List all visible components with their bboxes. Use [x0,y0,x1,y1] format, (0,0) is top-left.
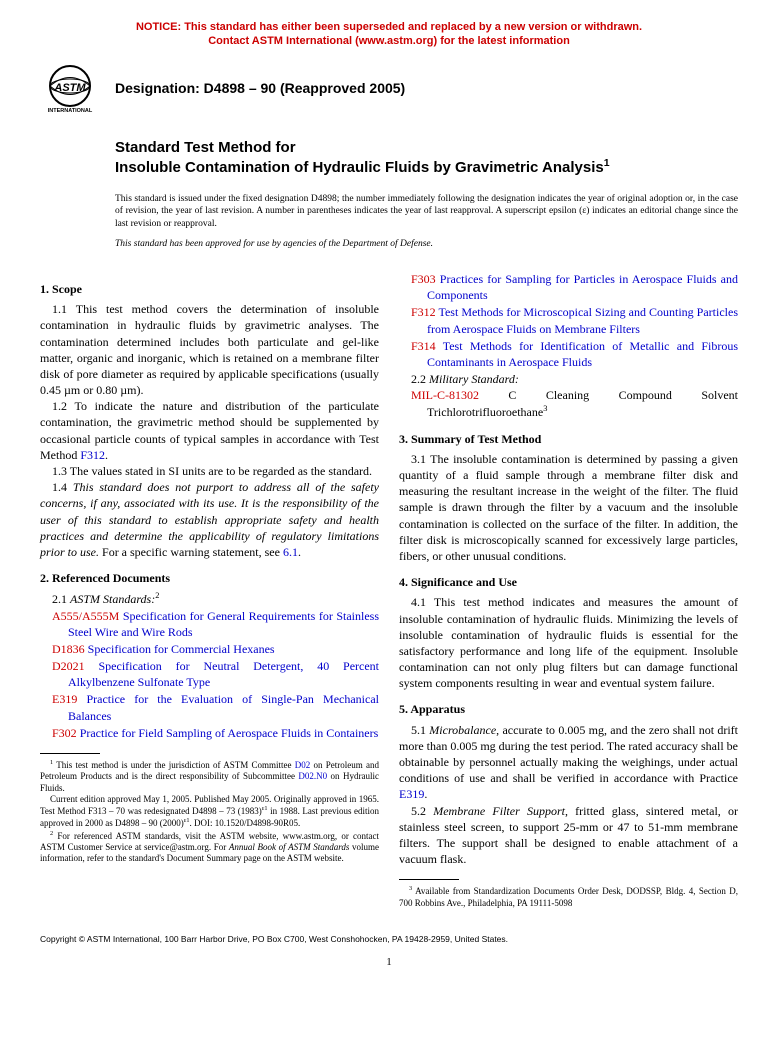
footnote-rule-right [399,879,459,880]
s4-p1: 4.1 This test method indicates and measu… [399,594,738,691]
title-main: Insoluble Contamination of Hydraulic Flu… [115,157,738,178]
s1-p2: 1.2 To indicate the nature and distribut… [40,398,379,463]
footnote-1: 1 This test method is under the jurisdic… [40,759,379,794]
title-pre: Standard Test Method for [115,139,738,158]
issuance-note: This standard is issued under the fixed … [115,193,738,230]
s5-p2: 5.2 Membrane Filter Support, fritted gla… [399,803,738,868]
s1-p4: 1.4 This standard does not purport to ad… [40,479,379,560]
footnote-rule [40,753,100,754]
section-2-head: 2. Referenced Documents [40,570,379,586]
footnote-1b: Current edition approved May 1, 2005. Pu… [40,794,379,830]
right-column: F303 Practices for Sampling for Particle… [399,271,738,909]
ref-d1836: D1836 Specification for Commercial Hexan… [40,641,379,657]
notice-banner: NOTICE: This standard has either been su… [40,20,738,49]
link-d02[interactable]: D02 [295,760,311,770]
s2-sub2: 2.2 Military Standard: [399,371,738,387]
svg-text:INTERNATIONAL: INTERNATIONAL [48,108,93,114]
link-6-1[interactable]: 6.1 [283,545,298,559]
section-3-head: 3. Summary of Test Method [399,431,738,447]
s1-p3: 1.3 The values stated in SI units are to… [40,463,379,479]
body-columns: 1. Scope 1.1 This test method covers the… [40,271,738,909]
designation-label: Designation: D4898 – 90 (Reapproved 2005… [115,79,405,98]
title-block: Standard Test Method for Insoluble Conta… [115,139,738,179]
footnote-2: 2 For referenced ASTM standards, visit t… [40,830,379,865]
copyright-line: Copyright © ASTM International, 100 Barr… [40,934,738,945]
section-4-head: 4. Significance and Use [399,574,738,590]
ref-a555: A555/A555M Specification for General Req… [40,608,379,640]
section-1-head: 1. Scope [40,281,379,297]
s2-sub1: 2.1 ASTM Standards:2 [40,590,379,607]
header-row: ASTM INTERNATIONAL Designation: D4898 – … [40,64,738,114]
ref-e319: E319 Practice for the Evaluation of Sing… [40,691,379,723]
dod-approval-note: This standard has been approved for use … [115,238,738,251]
section-5-head: 5. Apparatus [399,701,738,717]
left-column: 1. Scope 1.1 This test method covers the… [40,271,379,909]
ref-f303: F303 Practices for Sampling for Particle… [399,271,738,303]
ref-d2021: D2021 Specification for Neutral Detergen… [40,658,379,690]
s3-p1: 3.1 The insoluble contamination is deter… [399,451,738,564]
title-sup: 1 [604,157,610,169]
link-d02n0[interactable]: D02.N0 [298,771,327,781]
s5-p1: 5.1 Microbalance, accurate to 0.005 mg, … [399,722,738,803]
ref-f302: F302 Practice for Field Sampling of Aero… [40,725,379,741]
ref-f312: F312 Test Methods for Microscopical Sizi… [399,304,738,336]
link-f312[interactable]: F312 [80,448,105,462]
page-number: 1 [40,955,738,970]
ref-f314: F314 Test Methods for Identification of … [399,338,738,370]
title-main-text: Insoluble Contamination of Hydraulic Flu… [115,159,604,176]
ref-mil: MIL-C-81302 C Cleaning Compound Solvent … [399,387,738,420]
notice-line2: Contact ASTM International (www.astm.org… [208,35,570,47]
astm-logo-icon: ASTM INTERNATIONAL [40,64,100,114]
svg-text:ASTM: ASTM [53,82,86,94]
link-e319[interactable]: E319 [399,787,424,801]
s1-p1: 1.1 This test method covers the determin… [40,301,379,398]
notice-line1: NOTICE: This standard has either been su… [136,21,642,33]
footnote-3: 3 Available from Standardization Documen… [399,885,738,909]
